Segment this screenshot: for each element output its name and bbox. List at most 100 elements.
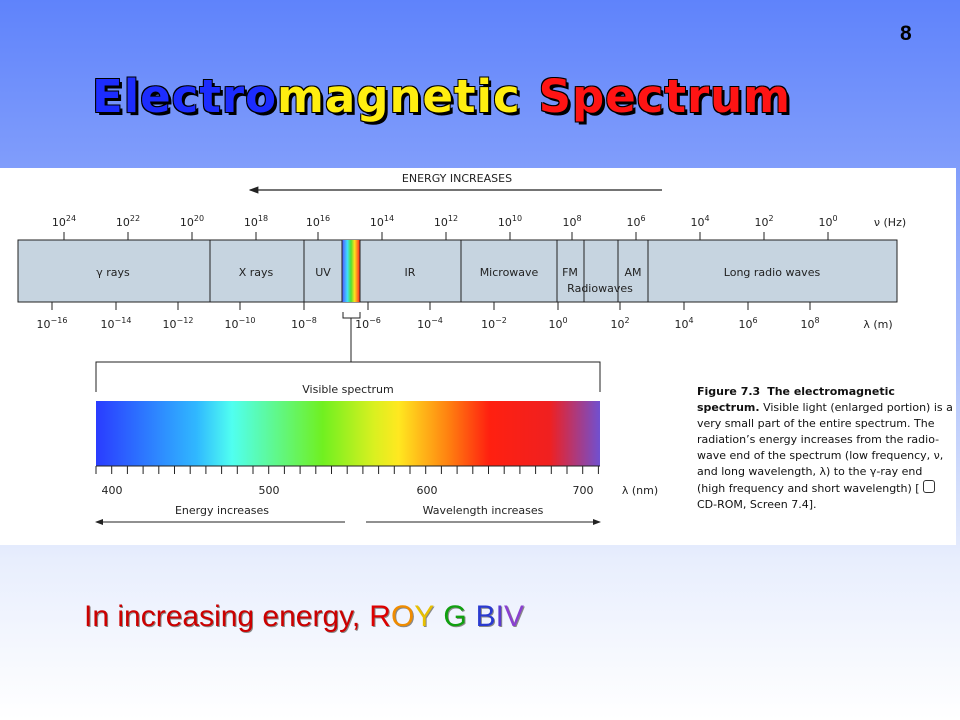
wavelength-tick-label: 10−8 xyxy=(291,316,317,331)
tick-exponent: −16 xyxy=(51,316,68,325)
tick-exponent: −8 xyxy=(305,316,317,325)
tick-base: 10 xyxy=(626,216,640,229)
tick-exponent: −6 xyxy=(369,316,381,325)
band-label: X rays xyxy=(239,266,274,279)
tick-exponent: 8 xyxy=(576,214,581,223)
roygbiv-word: G xyxy=(443,600,466,633)
tick-base: 10 xyxy=(37,318,51,331)
tick-exponent: −4 xyxy=(431,316,443,325)
slide-number: 8 xyxy=(900,22,912,45)
visible-tick-label: 400 xyxy=(102,484,123,497)
frequency-tick-label: 1012 xyxy=(434,214,458,229)
caption-heading: The electromagnetic spectrum. xyxy=(697,385,895,414)
visible-tick-label: 600 xyxy=(417,484,438,497)
frequency-tick-label: 1018 xyxy=(244,214,268,229)
tick-exponent: 24 xyxy=(66,214,76,223)
tick-base: 10 xyxy=(548,318,562,331)
tick-base: 10 xyxy=(610,318,624,331)
tick-base: 10 xyxy=(52,216,66,229)
band-label: IR xyxy=(405,266,416,279)
tick-base: 10 xyxy=(291,318,305,331)
tick-base: 10 xyxy=(225,318,239,331)
tick-exponent: 6 xyxy=(752,316,757,325)
tick-exponent: −2 xyxy=(495,316,507,325)
tick-exponent: 4 xyxy=(704,214,709,223)
tick-base: 10 xyxy=(498,216,512,229)
wavelength-unit: λ (m) xyxy=(863,318,892,331)
tick-base: 10 xyxy=(562,216,576,229)
roygbiv-letter: B xyxy=(475,600,496,633)
tick-exponent: 4 xyxy=(688,316,693,325)
wavelength-tick-label: 102 xyxy=(610,316,629,331)
wavelength-increases-label: Wavelength increases xyxy=(423,504,544,517)
footer-text: In increasing energy, ROY G BIV xyxy=(84,600,524,634)
frequency-tick-label: 1010 xyxy=(498,214,522,229)
tick-exponent: 0 xyxy=(832,214,837,223)
tick-base: 10 xyxy=(101,318,115,331)
zoom-bracket xyxy=(95,312,601,392)
energy-arrow-label: ENERGY INCREASES xyxy=(402,172,512,185)
band-label: Long radio waves xyxy=(724,266,821,279)
energy-increases-label: Energy increases xyxy=(175,504,269,517)
tick-exponent: 0 xyxy=(562,316,567,325)
wavelength-tick-label: 10−6 xyxy=(355,316,381,331)
band-label: FM xyxy=(562,266,578,279)
tick-base: 10 xyxy=(306,216,320,229)
visible-title: Visible spectrum xyxy=(302,383,393,396)
band-label: UV xyxy=(315,266,331,279)
frequency-tick-label: 106 xyxy=(626,214,645,229)
figure-panel: ENERGY INCREASES 1024 1022 1020 1018 1016 1014… xyxy=(0,168,956,545)
tick-base: 10 xyxy=(434,216,448,229)
frequency-tick-label: 102 xyxy=(754,214,773,229)
figure-caption: Figure 7.3 The electromagnetic spectrum.… xyxy=(697,384,953,513)
tick-base: 10 xyxy=(244,216,258,229)
roygbiv-word: ROY xyxy=(369,600,434,633)
wavelength-tick-label: 106 xyxy=(738,316,757,331)
tick-exponent: 14 xyxy=(384,214,394,223)
footer-prefix: In increasing energy, xyxy=(84,600,361,633)
tick-base: 10 xyxy=(674,318,688,331)
wavelength-tick-label: 10−16 xyxy=(37,316,68,331)
visible-tick-label: 700 xyxy=(573,484,594,497)
wavelength-tick-label: 10−14 xyxy=(101,316,132,331)
roygbiv-letter: R xyxy=(369,600,391,633)
roygbiv-letter: G xyxy=(443,600,467,633)
band-label: γ rays xyxy=(96,266,130,279)
visible-unit: λ (nm) xyxy=(622,484,658,497)
wavelength-tick-label: 10−4 xyxy=(417,316,443,331)
roygbiv-letter: V xyxy=(504,600,525,633)
tick-base: 10 xyxy=(180,216,194,229)
band-bar xyxy=(17,239,898,303)
roygbiv-letter: Y xyxy=(414,600,435,633)
visible-strip xyxy=(342,240,360,302)
roygbiv-word: BIV xyxy=(476,600,524,633)
roygbiv-letter: O xyxy=(390,600,415,633)
frequency-tick-label: 1020 xyxy=(180,214,204,229)
wavelength-tick-label: 10−2 xyxy=(481,316,507,331)
figure-number: Figure 7.3 xyxy=(697,385,761,398)
tick-exponent: −12 xyxy=(177,316,194,325)
tick-base: 10 xyxy=(116,216,130,229)
roygbiv-letter: I xyxy=(495,600,505,633)
wavelength-tick-label: 108 xyxy=(800,316,819,331)
tick-exponent: 22 xyxy=(130,214,140,223)
wavelength-tick-label: 104 xyxy=(674,316,693,331)
tick-base: 10 xyxy=(163,318,177,331)
tick-base: 10 xyxy=(355,318,369,331)
visible-tick-label: 500 xyxy=(259,484,280,497)
frequency-tick-label: 1024 xyxy=(52,214,76,229)
tick-exponent: 20 xyxy=(194,214,204,223)
frequency-tick-label: 1022 xyxy=(116,214,140,229)
slide-title: Electromagnetic Spectrum xyxy=(92,70,791,123)
tick-exponent: 16 xyxy=(320,214,330,223)
tick-exponent: 2 xyxy=(768,214,773,223)
frequency-tick-label: 104 xyxy=(690,214,709,229)
title-part: magnetic xyxy=(276,70,521,123)
visible-gradient xyxy=(96,401,600,466)
tick-base: 10 xyxy=(690,216,704,229)
band-label: Microwave xyxy=(480,266,539,279)
tick-exponent: 18 xyxy=(258,214,268,223)
tick-base: 10 xyxy=(800,318,814,331)
title-part: Spectrum xyxy=(538,70,792,123)
